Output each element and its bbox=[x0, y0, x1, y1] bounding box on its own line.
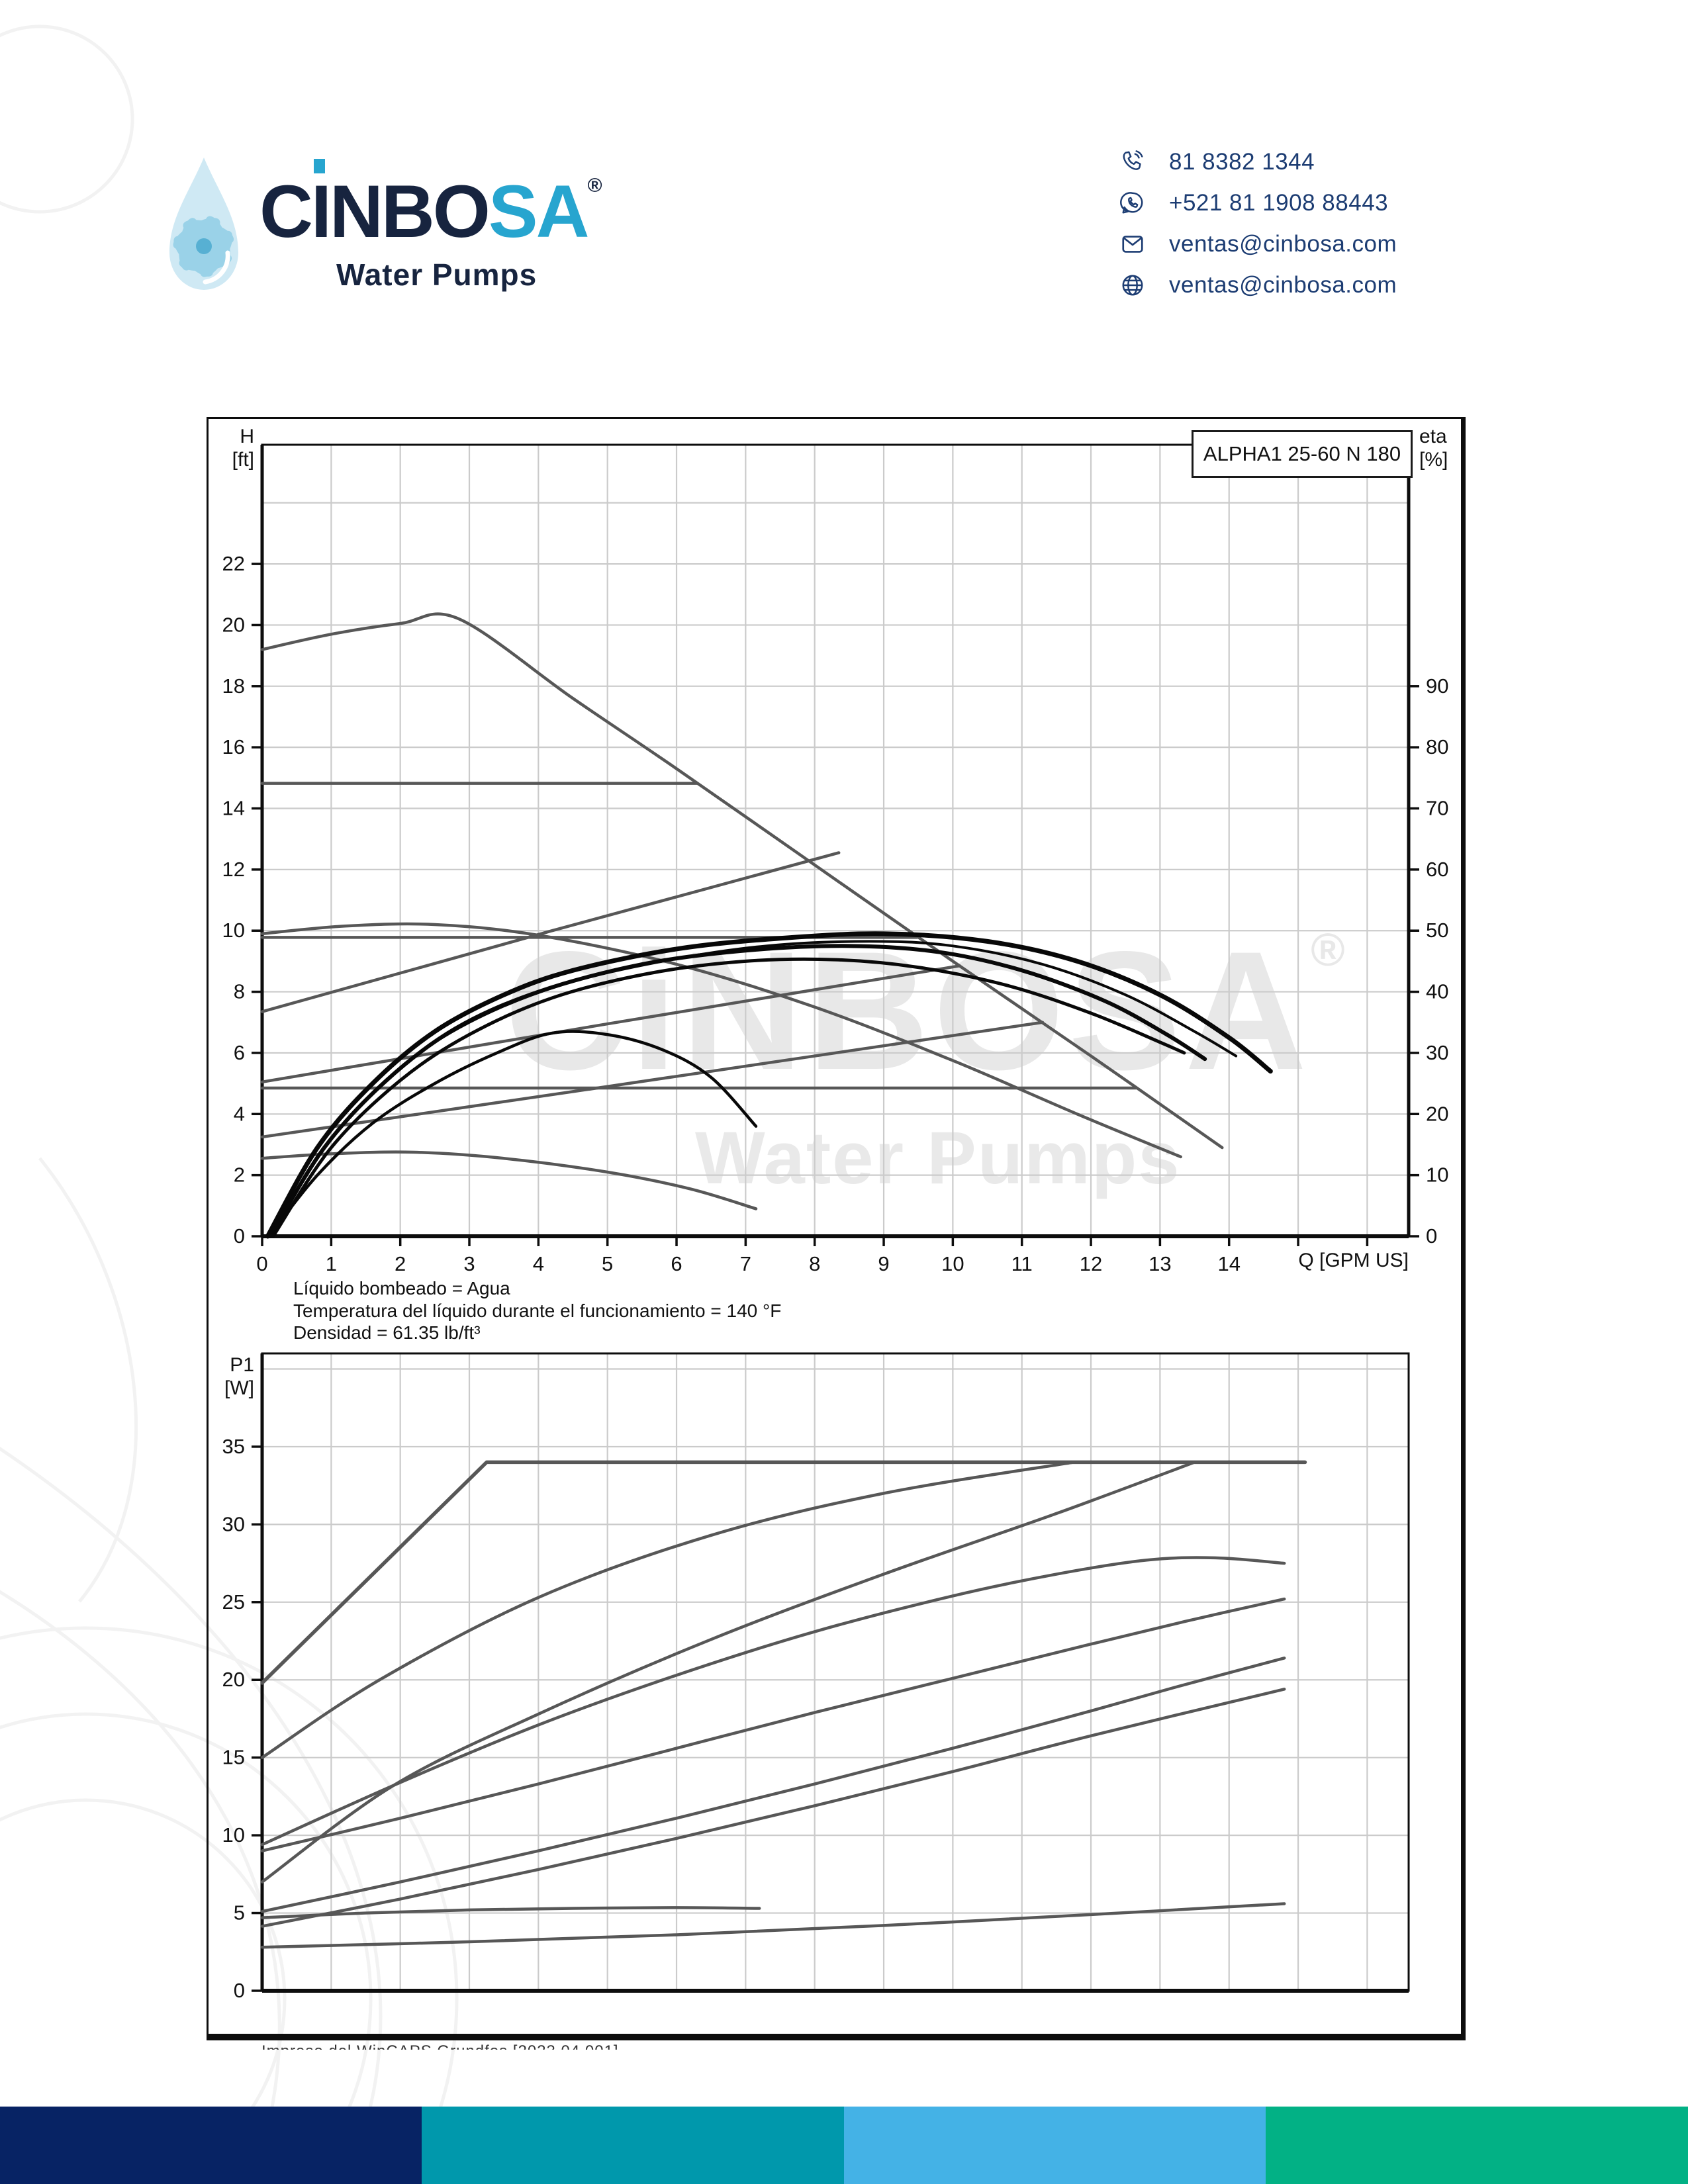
contact-phone-row: 81 8382 1344 bbox=[1120, 149, 1491, 175]
phone-icon bbox=[1123, 150, 1143, 170]
pump-model-title: ALPHA1 25-60 N 180 bbox=[1192, 430, 1413, 478]
contact-block: 81 8382 1344 +521 81 1908 88443 ventas@c… bbox=[1120, 149, 1491, 314]
curve-figure-frame bbox=[207, 417, 1466, 2040]
watermark-brand: CiNBOSA® bbox=[504, 917, 1349, 1105]
email-icon bbox=[1122, 236, 1143, 253]
note-liquid: Líquido bombeado = Agua bbox=[293, 1278, 510, 1298]
phone-number: 81 8382 1344 bbox=[1169, 149, 1315, 175]
whatsapp-icon bbox=[1120, 192, 1143, 214]
brand-letter-i: I bbox=[311, 159, 332, 249]
globe-icon bbox=[1122, 275, 1143, 296]
whatsapp-number: +521 81 1908 88443 bbox=[1169, 190, 1389, 216]
contact-email-row: ventas@cinbosa.com bbox=[1120, 231, 1491, 257]
brand-i-dot bbox=[313, 159, 325, 173]
note-temperature: Temperatura del líquido durante el funci… bbox=[293, 1300, 782, 1321]
note-density: Densidad = 61.35 lb/ft³ bbox=[293, 1322, 481, 1343]
eta-axis-label: eta [%] bbox=[1419, 426, 1448, 471]
footer-bar-teal bbox=[422, 2107, 844, 2184]
company-logo: C INBOSA® Water Pumps bbox=[164, 151, 628, 303]
registered-mark: ® bbox=[587, 175, 602, 197]
footer-bar-navy bbox=[0, 2107, 422, 2184]
brand-letter-c: C bbox=[259, 170, 313, 253]
p1-axis-label: P1 [W] bbox=[224, 1354, 254, 1399]
q-axis-label: Q [GPM US] bbox=[1298, 1250, 1409, 1271]
footer-bar-lightblue bbox=[844, 2107, 1266, 2184]
logo-drop-icon bbox=[169, 158, 238, 290]
email-address: ventas@cinbosa.com bbox=[1169, 231, 1397, 257]
brand-letters-nbo: NBO bbox=[330, 170, 491, 253]
footer-bar-green bbox=[1266, 2107, 1688, 2184]
contact-web-row: ventas@cinbosa.com bbox=[1120, 272, 1491, 298]
contact-whatsapp-row: +521 81 1908 88443 bbox=[1120, 190, 1491, 216]
footer-color-bars bbox=[0, 2107, 1688, 2184]
clipped-caption: Impreso del WinCAPS Grundfos [2023.04.00… bbox=[261, 2042, 990, 2050]
brand-letters-sa: SA bbox=[488, 170, 590, 253]
h-axis-label: H [ft] bbox=[232, 426, 254, 471]
watermark-tagline: Water Pumps bbox=[695, 1116, 1181, 1199]
brand-tagline: Water Pumps bbox=[336, 257, 538, 292]
liquid-notes: Líquido bombeado = Agua Temperatura del … bbox=[293, 1277, 781, 1344]
website-address: ventas@cinbosa.com bbox=[1169, 272, 1397, 298]
brand-wordmark: C INBOSA® bbox=[259, 159, 602, 249]
